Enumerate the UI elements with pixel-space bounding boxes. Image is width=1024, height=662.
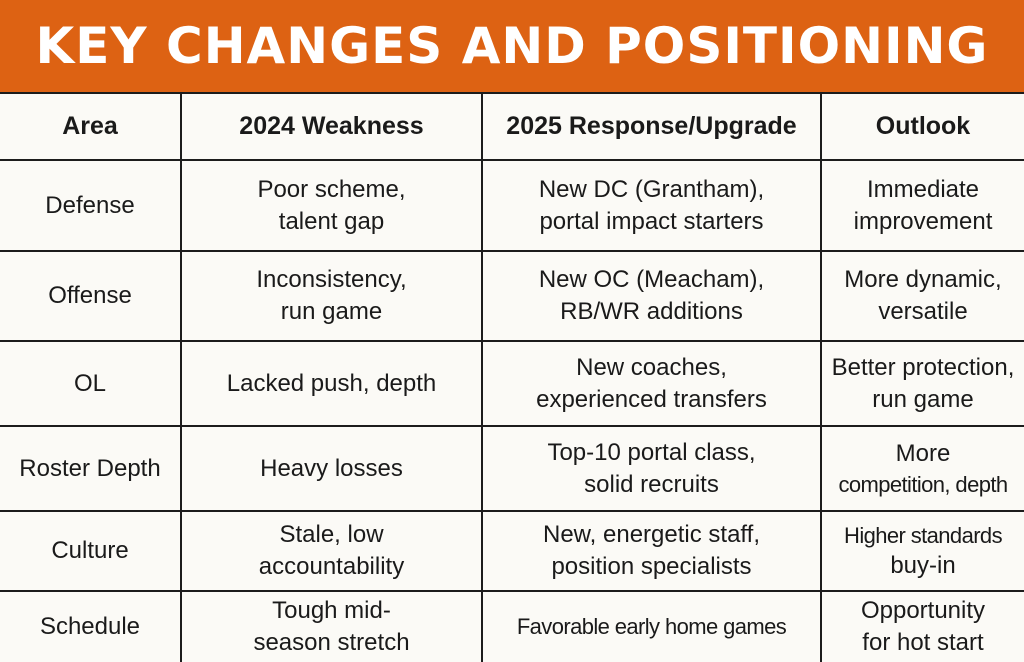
response-cell: New, energetic staff, position specialis…	[481, 510, 822, 592]
cell-text: Stale, low	[279, 521, 384, 549]
weakness-cell: Heavy losses	[180, 425, 483, 512]
changes-table: Area 2024 Weakness 2025 Response/Upgrade…	[0, 92, 1024, 662]
cell-text: Lacked push, depth	[226, 369, 437, 397]
cell-text: Opportunity	[860, 597, 986, 625]
outlook-cell: Immediate improvement	[820, 159, 1024, 252]
header-weakness: 2024 Weakness	[180, 92, 483, 160]
cell-text: Poor scheme,	[257, 175, 406, 203]
cell-text: Heavy losses	[260, 454, 403, 482]
weakness-cell: Tough mid- season stretch	[180, 590, 483, 662]
outlook-cell: More competition, depth	[820, 425, 1024, 512]
cell-text: More dynamic,	[844, 266, 1002, 294]
cell-text: Top-10 portal class,	[547, 438, 756, 466]
outlook-cell: Opportunity for hot start	[820, 590, 1024, 662]
cell-text: competition, depth	[838, 471, 1009, 497]
cell-text: season stretch	[253, 629, 410, 656]
area-cell: Roster Depth	[0, 425, 182, 512]
response-cell: Top-10 portal class, solid recruits	[481, 425, 822, 512]
weakness-cell: Lacked push, depth	[180, 340, 483, 427]
table-row: Culture Stale, low accountability New, e…	[0, 510, 1024, 592]
table-row: OL Lacked push, depth New coaches, exper…	[0, 340, 1024, 427]
weakness-cell: Inconsistency, run game	[180, 250, 483, 342]
header-area: Area	[0, 92, 182, 160]
table-row: Offense Inconsistency, run game New OC (…	[0, 250, 1024, 342]
area-cell: Offense	[0, 250, 182, 342]
cell-text: Tough mid-	[272, 597, 391, 625]
area-cell: Defense	[0, 159, 182, 252]
cell-text: position specialists	[551, 553, 752, 580]
cell-text: improvement	[853, 207, 993, 235]
cell-text: New, energetic staff,	[542, 521, 760, 549]
outlook-cell: Better protection, run game	[820, 340, 1024, 427]
table-row: Defense Poor scheme, talent gap New DC (…	[0, 159, 1024, 252]
outlook-cell: Higher standards buy-in	[820, 510, 1024, 592]
cell-text: solid recruits	[584, 470, 719, 498]
cell-text: portal impact starters	[539, 207, 764, 235]
table-row: Roster Depth Heavy losses Top-10 portal …	[0, 425, 1024, 512]
cell-text: More	[895, 440, 951, 468]
title-banner: KEY CHANGES AND POSITIONING	[0, 0, 1024, 92]
response-cell: New OC (Meacham), RB/WR additions	[481, 250, 822, 342]
response-cell: New coaches, experienced transfers	[481, 340, 822, 427]
header-outlook: Outlook	[820, 92, 1024, 160]
cell-text: New coaches,	[576, 353, 727, 381]
cell-text: RB/WR additions	[560, 298, 743, 325]
cell-text: run game	[872, 385, 974, 413]
weakness-cell: Poor scheme, talent gap	[180, 159, 483, 252]
cell-text: Better protection,	[831, 353, 1015, 381]
cell-text: Immediate	[866, 175, 980, 203]
cell-text: talent gap	[278, 207, 385, 235]
page-title: KEY CHANGES AND POSITIONING	[35, 17, 989, 75]
cell-text: for hot start	[862, 629, 984, 656]
cell-text: New OC (Meacham),	[538, 266, 765, 294]
cell-text: buy-in	[890, 551, 956, 579]
cell-text: Higher standards	[844, 522, 1003, 548]
outlook-cell: More dynamic, versatile	[820, 250, 1024, 342]
area-cell: Schedule	[0, 590, 182, 662]
response-cell: Favorable early home games	[481, 590, 822, 662]
cell-text: accountability	[258, 553, 405, 580]
table-row: Schedule Tough mid- season stretch Favor…	[0, 590, 1024, 662]
area-cell: Culture	[0, 510, 182, 592]
cell-text: Inconsistency,	[256, 266, 407, 294]
cell-text: run game	[280, 298, 383, 325]
header-response: 2025 Response/Upgrade	[481, 92, 822, 160]
table-header-row: Area 2024 Weakness 2025 Response/Upgrade…	[0, 92, 1024, 160]
area-cell: OL	[0, 340, 182, 427]
cell-text: experienced transfers	[536, 385, 767, 413]
cell-text: New DC (Grantham),	[538, 175, 765, 203]
response-cell: New DC (Grantham), portal impact starter…	[481, 159, 822, 252]
cell-text: versatile	[878, 298, 968, 325]
weakness-cell: Stale, low accountability	[180, 510, 483, 592]
cell-text: Favorable early home games	[516, 614, 787, 640]
